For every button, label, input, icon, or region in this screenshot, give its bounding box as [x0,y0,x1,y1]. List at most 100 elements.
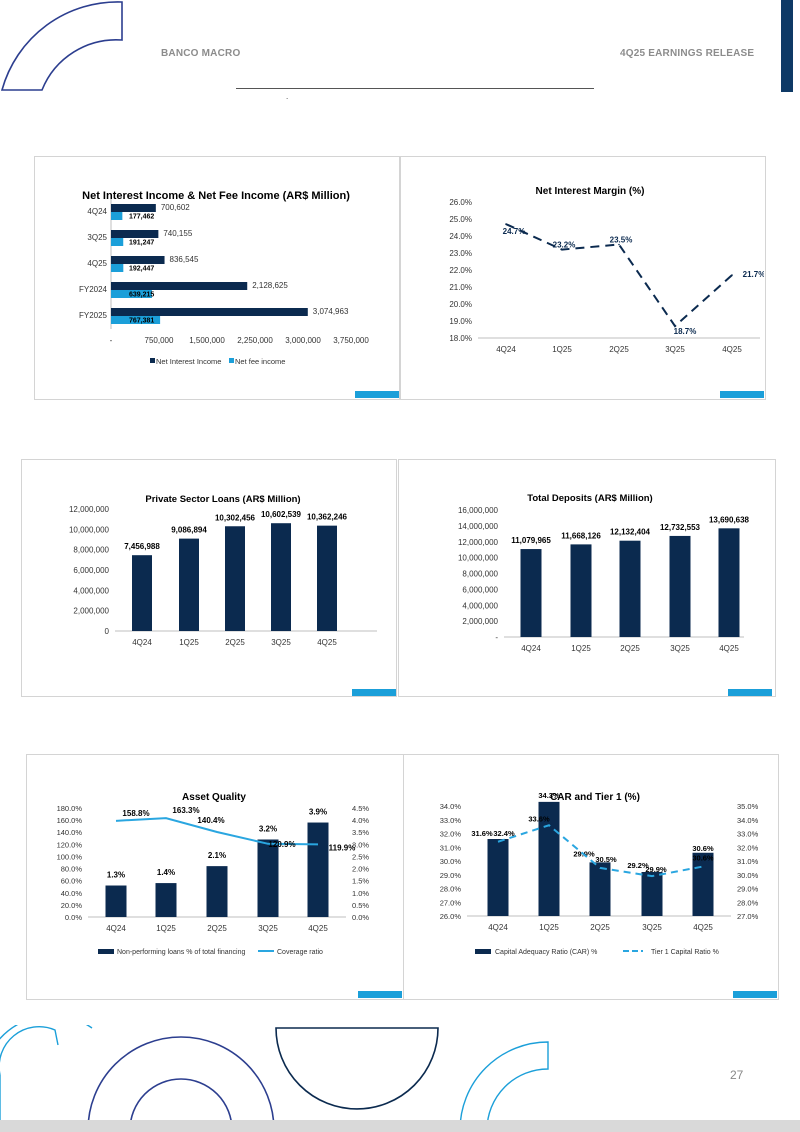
data-label: 23.5% [610,236,633,245]
panel-nim [400,156,766,400]
y-tick-label-left: 29.0% [440,871,462,880]
y-tick-label: 10,000,000 [69,525,110,534]
y-tick-label-left: 34.0% [440,802,462,811]
legend-label: Capital Adequacy Ratio (CAR) % [495,949,597,956]
data-label: 24.7% [503,227,526,236]
chart-car: CAR and Tier 1 (%) 26.0% 27.0% 28.0% 29.0% 30… [440,791,759,956]
data-label-npl: 3.2% [259,824,277,833]
data-label-car: 30.6% [692,844,714,853]
data-label: 11,079,965 [511,536,551,545]
x-tick-label: 1Q25 [156,924,176,933]
bar-net-fee-income [111,290,152,298]
x-tick-label: 4Q24 [496,345,516,354]
header-company: BANCO MACRO [161,48,241,59]
y-tick-label-right: 34.0% [737,816,759,825]
y-tick-label: 20.0% [449,300,472,309]
decor-arc-top [0,1,123,91]
y-tick-label-right: 3.0% [352,840,369,849]
bar [520,549,542,637]
data-label: 18.7% [674,327,697,336]
data-label-tier1: 29.9% [645,865,667,874]
y-tick-label-left: 60.0% [61,877,83,886]
y-tick-label-right: 1.5% [352,877,369,886]
data-label: 12,732,553 [660,523,701,532]
data-label-nii: 2,128,625 [252,281,288,290]
x-tick-label: 1,500,000 [189,336,225,345]
x-tick-label: 3Q25 [258,924,278,933]
data-point [505,223,507,225]
bar-net-fee-income [111,238,124,246]
y-tick-label: - [495,633,498,642]
panel-corner [733,991,777,998]
bar-npl [307,822,329,917]
x-tick-label: 1Q25 [552,345,572,354]
data-label-fee: 767,381 [129,318,154,325]
bar-npl [257,839,279,917]
data-label: 12,132,404 [610,528,651,537]
bar-net-fee-income [111,212,123,220]
x-tick-label: 4Q25 [308,924,328,933]
data-label-car: 34.3% [538,791,560,800]
y-tick-label-left: 120.0% [57,840,83,849]
data-label-nii: 3,074,963 [313,307,349,316]
y-tick-label-right: 4.0% [352,816,369,825]
y-tick-label-left: 140.0% [57,828,83,837]
y-tick-label-right: 33.0% [737,830,759,839]
y-tick-label-left: 27.0% [440,898,462,907]
y-tick-label: 10,000,000 [458,554,499,563]
bar [132,555,152,631]
x-tick-label: 4Q25 [719,644,739,653]
x-tick-label: 4Q25 [722,345,742,354]
y-tick-label: 21.0% [449,283,472,292]
chart-nim: Net Interest Margin (%) 18.0% 19.0% 20.0% 21… [449,186,764,354]
bar-net-interest-income [111,282,248,290]
data-label-fee: 177,462 [129,214,154,221]
bar [718,528,740,637]
x-tick-label: 3Q25 [642,923,662,932]
panel-corner [352,689,396,696]
bar [179,538,199,631]
data-point [618,243,620,246]
y-tick-label-right: 0.5% [352,901,369,910]
data-label-tier1: 30.5% [595,855,617,864]
y-tick-label-right: 30.0% [737,871,759,880]
chart-nii: Net Interest Income & Net Fee Income (AR… [79,190,369,366]
y-tick-label: 16,000,000 [458,506,499,515]
header-rule [236,88,594,89]
category-label: 4Q24 [87,207,107,216]
data-label-npl: 2.1% [208,851,226,860]
data-label-npl: 1.4% [157,868,175,877]
legend-swatch-nii [150,358,155,363]
bar [570,544,592,637]
y-tick-label-left: 31.0% [440,843,462,852]
x-tick-label: 3Q25 [670,644,690,653]
y-tick-label: 14,000,000 [458,522,499,531]
data-label-nii: 740,155 [163,229,192,238]
y-tick-label: 18.0% [449,334,472,343]
y-tick-label: 0 [105,627,110,636]
y-tick-label-right: 2.0% [352,865,369,874]
data-label-car: 29.2% [627,861,649,870]
bar [271,523,291,631]
legend-swatch-fee [229,358,234,363]
y-tick-label-right: 29.0% [737,885,759,894]
bar [225,526,245,631]
bar-car [641,872,663,916]
y-tick-label-right: 32.0% [737,843,759,852]
x-tick-label: 2Q25 [225,638,245,647]
y-tick-label: 6,000,000 [462,585,498,594]
series-line-coverage [115,817,319,846]
bar-net-interest-income [111,204,156,212]
data-label-car: 31.6% [471,829,493,838]
y-tick-label: 2,000,000 [73,607,109,616]
chart-title: Net Interest Margin (%) [536,186,645,197]
y-tick-label: 4,000,000 [73,586,109,595]
x-tick-label: 4Q24 [521,644,541,653]
y-tick-label-left: 100.0% [57,852,83,861]
y-tick-label-right: 27.0% [737,912,759,921]
chart-loans: Private Sector Loans (AR$ Million) 0 2,000… [69,494,377,647]
legend-label: Tier 1 Capital Ratio % [651,949,719,956]
bar-net-fee-income [111,264,124,272]
chart-title: Asset Quality [182,792,246,803]
bar-net-interest-income [111,308,308,316]
